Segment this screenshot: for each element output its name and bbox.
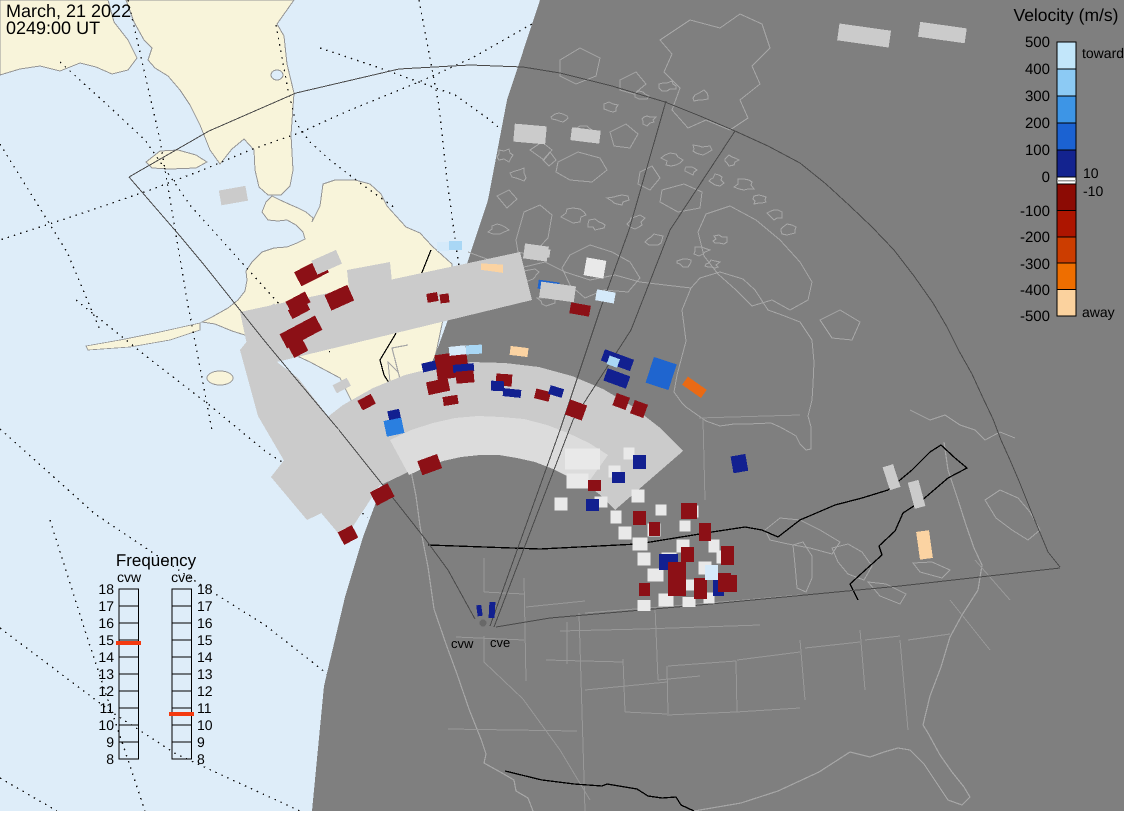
svg-text:17: 17 bbox=[197, 598, 213, 614]
svg-text:16: 16 bbox=[98, 615, 114, 631]
svg-text:cve: cve bbox=[171, 569, 193, 585]
svg-text:0249:00 UT: 0249:00 UT bbox=[6, 18, 100, 38]
svg-text:14: 14 bbox=[98, 649, 114, 665]
svg-text:toward: toward bbox=[1082, 45, 1124, 61]
svg-text:cve: cve bbox=[490, 635, 510, 650]
svg-text:12: 12 bbox=[98, 683, 114, 699]
svg-text:15: 15 bbox=[98, 632, 114, 648]
svg-text:13: 13 bbox=[197, 666, 213, 682]
svg-text:11: 11 bbox=[197, 700, 212, 716]
svg-text:cvw: cvw bbox=[117, 569, 142, 585]
svg-text:8: 8 bbox=[197, 751, 205, 767]
svg-text:8: 8 bbox=[106, 751, 114, 767]
svg-text:-100: -100 bbox=[1020, 203, 1050, 220]
svg-text:-300: -300 bbox=[1020, 256, 1050, 273]
svg-text:15: 15 bbox=[197, 632, 213, 648]
svg-text:9: 9 bbox=[197, 734, 205, 750]
svg-text:17: 17 bbox=[98, 598, 114, 614]
svg-text:18: 18 bbox=[98, 581, 114, 597]
svg-text:16: 16 bbox=[197, 615, 213, 631]
svg-text:10: 10 bbox=[98, 717, 114, 733]
svg-text:18: 18 bbox=[197, 581, 213, 597]
svg-text:0: 0 bbox=[1042, 169, 1050, 186]
svg-text:-10: -10 bbox=[1083, 183, 1103, 199]
svg-text:13: 13 bbox=[98, 666, 114, 682]
svg-text:away: away bbox=[1082, 304, 1115, 320]
svg-text:-200: -200 bbox=[1020, 229, 1050, 246]
svg-text:10: 10 bbox=[1083, 165, 1099, 181]
svg-text:200: 200 bbox=[1025, 115, 1050, 132]
svg-text:12: 12 bbox=[197, 683, 213, 699]
svg-text:400: 400 bbox=[1025, 61, 1050, 78]
svg-text:10: 10 bbox=[197, 717, 213, 733]
svg-text:Velocity (m/s): Velocity (m/s) bbox=[1013, 5, 1118, 25]
svg-text:11: 11 bbox=[99, 700, 114, 716]
svg-text:-500: -500 bbox=[1020, 308, 1050, 325]
svg-text:100: 100 bbox=[1025, 142, 1050, 159]
svg-text:cvw: cvw bbox=[451, 636, 474, 651]
svg-text:300: 300 bbox=[1025, 88, 1050, 105]
svg-text:-400: -400 bbox=[1020, 282, 1050, 299]
svg-text:March, 21 2022: March, 21 2022 bbox=[6, 1, 131, 21]
svg-text:14: 14 bbox=[197, 649, 213, 665]
svg-text:Frequency: Frequency bbox=[116, 551, 197, 570]
svg-text:500: 500 bbox=[1025, 34, 1050, 51]
svg-text:9: 9 bbox=[106, 734, 114, 750]
